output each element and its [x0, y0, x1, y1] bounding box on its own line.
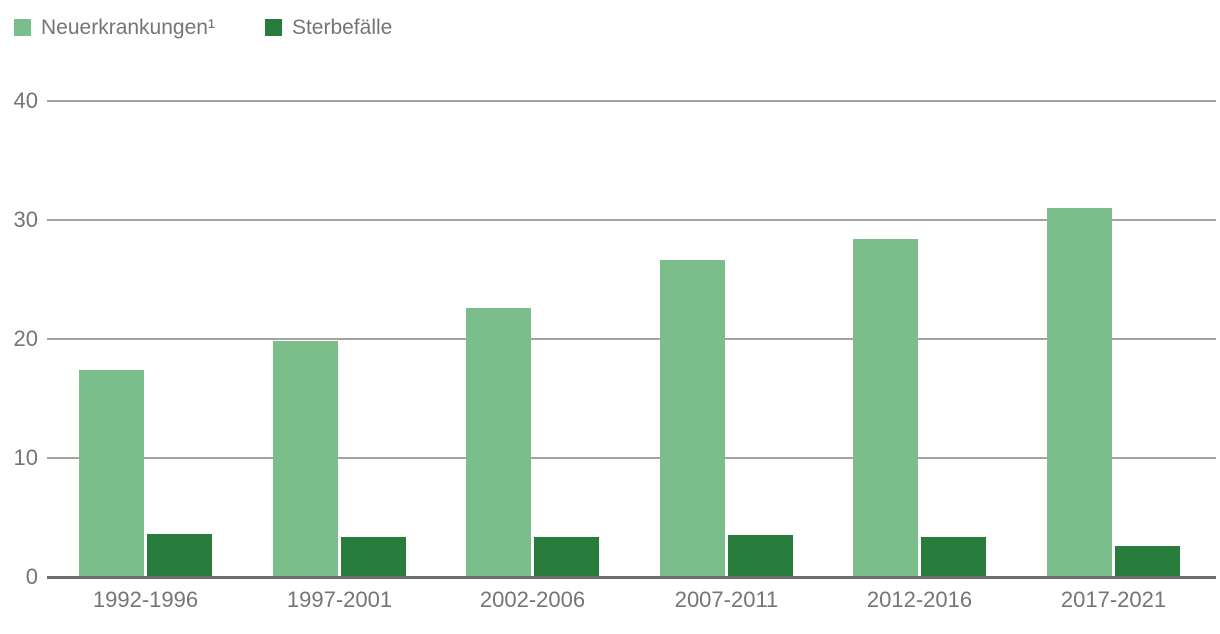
gridline-y10 — [47, 457, 1216, 459]
chart-legend: Neuerkrankungen¹ Sterbefälle — [14, 17, 392, 38]
bar-sterbefaelle — [1115, 546, 1180, 577]
bar-neuerkrankungen — [273, 341, 338, 577]
x-axis-tick-label: 2012-2016 — [866, 587, 973, 612]
gridline-y30 — [47, 219, 1216, 221]
legend-label-sterbefaelle: Sterbefälle — [291, 16, 393, 39]
bar-sterbefaelle — [341, 537, 406, 577]
bar-neuerkrankungen — [853, 239, 918, 577]
bar-sterbefaelle — [921, 537, 986, 577]
bar-neuerkrankungen — [660, 260, 725, 577]
y-axis-tick-label: 0 — [25, 564, 38, 589]
y-axis-tick-label: 30 — [13, 207, 38, 232]
x-axis-tick-label: 2017-2021 — [1060, 587, 1167, 612]
bar-sterbefaelle — [728, 535, 793, 577]
bar-neuerkrankungen — [79, 370, 144, 577]
y-axis-tick-label: 40 — [13, 88, 38, 113]
x-axis-tick-label: 2007-2011 — [674, 587, 779, 612]
x-axis-tick-label: 1997-2001 — [286, 587, 393, 612]
legend-swatch-neuerkrankungen-icon — [14, 19, 31, 36]
x-axis-tick-label: 1992-1996 — [92, 587, 199, 612]
y-axis-tick-label: 20 — [13, 326, 38, 351]
x-axis-line — [47, 576, 1216, 579]
bar-sterbefaelle — [534, 537, 599, 577]
x-axis-tick-label: 2002-2006 — [479, 587, 586, 612]
legend-item-sterbefaelle: Sterbefälle — [264, 16, 393, 39]
bar-neuerkrankungen — [466, 308, 531, 577]
bar-sterbefaelle — [147, 534, 212, 577]
legend-item-neuerkrankungen: Neuerkrankungen¹ — [14, 17, 215, 38]
legend-swatch-sterbefaelle-icon — [264, 19, 282, 36]
y-axis-tick-label: 10 — [13, 445, 38, 470]
bar-neuerkrankungen — [1047, 208, 1112, 577]
gridline-y20 — [47, 338, 1216, 340]
gridline-y40 — [47, 100, 1216, 102]
legend-label-neuerkrankungen: Neuerkrankungen¹ — [41, 16, 215, 39]
